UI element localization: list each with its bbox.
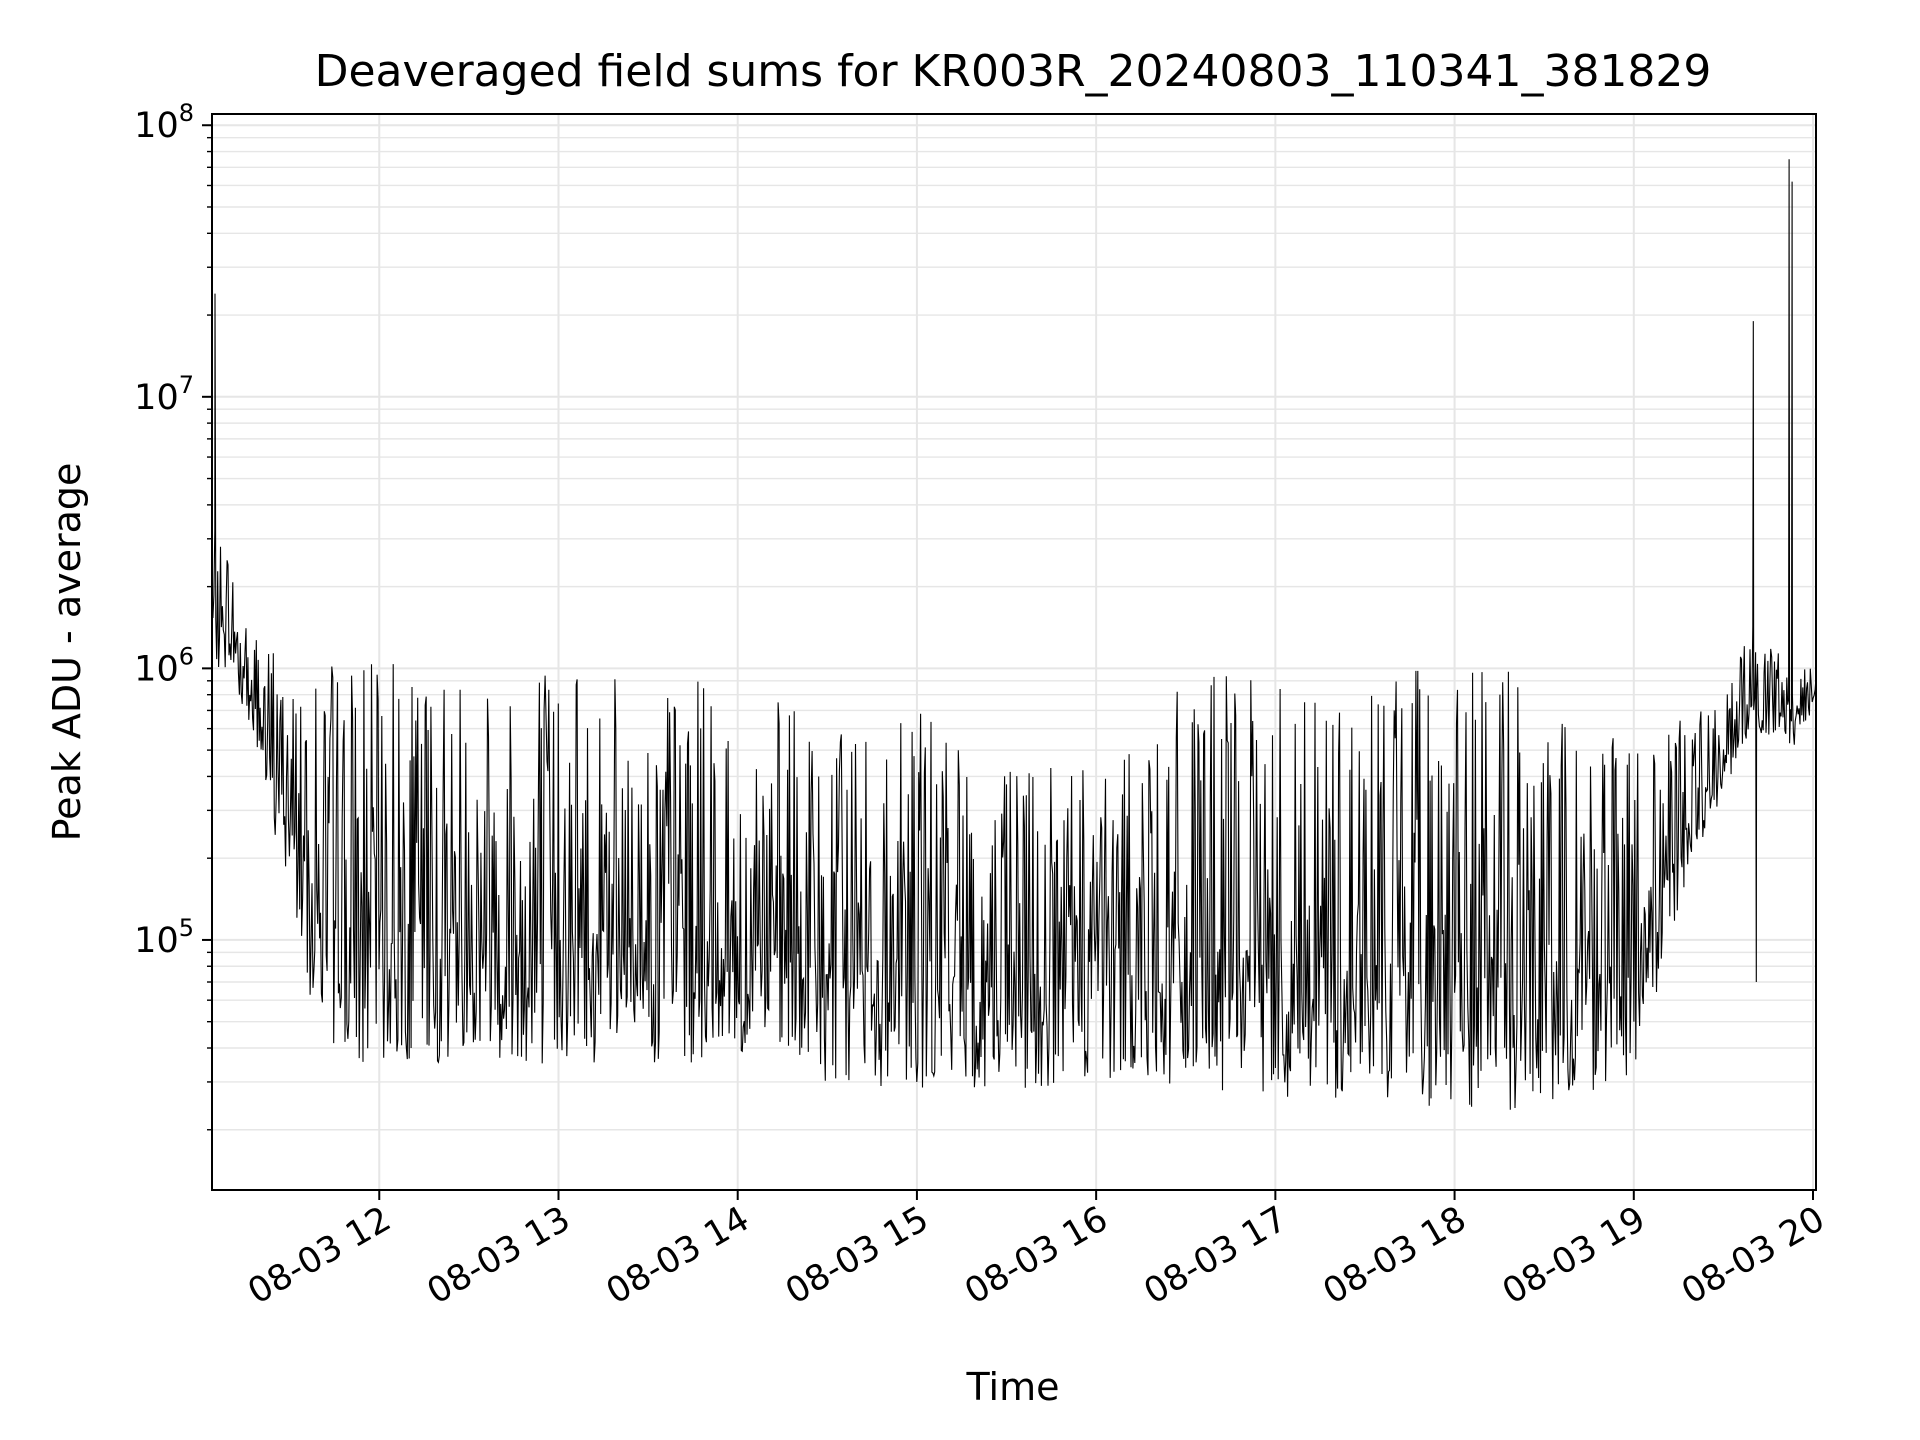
y-tick-label: 107 [134, 371, 194, 418]
y-tick-label: 105 [134, 914, 194, 961]
chart-title: Deaveraged field sums for KR003R_2024080… [315, 46, 1712, 97]
plot-frame [211, 113, 1817, 1191]
y-tick-label: 108 [134, 99, 194, 146]
y-tick-label: 106 [134, 642, 194, 689]
x-axis-label: Time [966, 1365, 1060, 1409]
series-line [212, 159, 1816, 1110]
y-axis: 105 106 107 108 [134, 99, 212, 1131]
y-axis-label: Peak ADU - average [45, 463, 89, 842]
plot-area [212, 159, 1816, 1110]
